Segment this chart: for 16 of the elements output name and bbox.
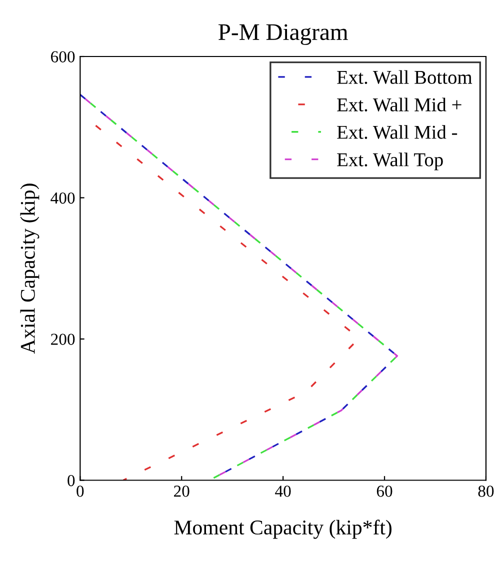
x-tick-label: 80 xyxy=(478,486,494,497)
x-axis-title: Moment Capacity (kip*ft) xyxy=(174,520,392,539)
x-tick-label: 20 xyxy=(174,486,190,497)
y-tick-label: 400 xyxy=(50,192,75,204)
x-tick-label: 40 xyxy=(275,486,291,497)
legend-label: Ext. Wall Mid + xyxy=(337,98,462,112)
legend-label: Ext. Wall Top xyxy=(337,152,443,170)
legend-label: Ext. Wall Bottom xyxy=(337,70,472,84)
legend-label: Ext. Wall Mid - xyxy=(337,125,458,139)
y-tick-label: 0 xyxy=(68,474,75,486)
chart-title: P-M Diagram xyxy=(218,24,348,45)
y-tick-label: 200 xyxy=(51,334,75,345)
x-tick-label: 60 xyxy=(376,486,392,497)
y-tick-label: 600 xyxy=(51,51,75,62)
x-tick-label: 0 xyxy=(76,486,84,497)
y-axis-title: Axial Capacity (kip) xyxy=(20,184,40,354)
